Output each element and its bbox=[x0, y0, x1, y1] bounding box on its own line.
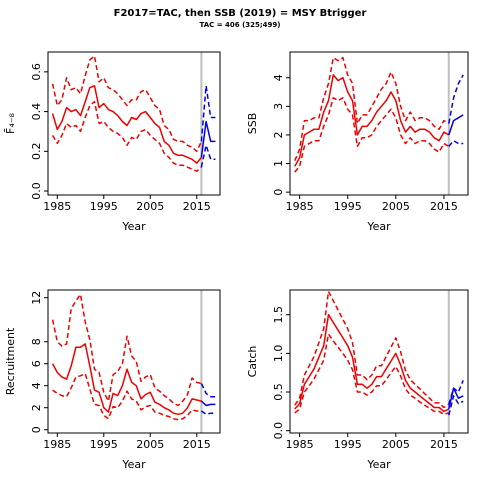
lower-bound-line bbox=[294, 97, 450, 173]
y-tick-label: 0.6 bbox=[30, 63, 43, 81]
y-tick-label: 4 bbox=[30, 382, 43, 389]
x-axis-label: Year bbox=[366, 458, 391, 471]
upper-bound-line bbox=[51, 55, 203, 153]
x-tick-label: 2005 bbox=[136, 200, 164, 213]
y-tick-label: 2 bbox=[272, 131, 285, 138]
x-tick-label: 1985 bbox=[43, 438, 71, 451]
figure-subtitle: TAC = 406 (325;499) bbox=[199, 21, 281, 29]
x-tick-label: 2015 bbox=[183, 438, 211, 451]
y-tick-label: 2 bbox=[30, 404, 43, 411]
projection-lower-line bbox=[200, 410, 216, 416]
y-tick-label: 0.5 bbox=[272, 383, 285, 401]
x-axis-label: Year bbox=[121, 220, 146, 233]
x-tick-label: 2005 bbox=[382, 200, 410, 213]
y-tick-label: 0 bbox=[272, 189, 285, 196]
y-tick-label: 3 bbox=[272, 103, 285, 110]
x-tick-label: 1985 bbox=[286, 200, 314, 213]
upper-bound-line bbox=[51, 293, 202, 407]
median-line bbox=[51, 85, 202, 164]
projection-upper-line bbox=[448, 74, 464, 124]
median-line bbox=[294, 313, 450, 413]
projection-upper-line bbox=[200, 85, 216, 142]
y-tick-label: 0.2 bbox=[30, 143, 43, 161]
x-tick-label: 1985 bbox=[286, 438, 314, 451]
y-tick-label: 12 bbox=[30, 291, 43, 305]
y-axis-label: Catch bbox=[246, 346, 259, 378]
lower-bound-line bbox=[51, 100, 202, 172]
x-tick-label: 1995 bbox=[334, 438, 362, 451]
x-tick-label: 1985 bbox=[43, 200, 71, 213]
upper-bound-line bbox=[294, 290, 450, 409]
y-tick-label: 0 bbox=[30, 426, 43, 433]
projection-median-line bbox=[448, 387, 464, 410]
y-tick-label: 0.0 bbox=[30, 182, 43, 200]
y-tick-label: 1.5 bbox=[272, 306, 285, 324]
plot-frame bbox=[289, 289, 469, 434]
projection-lower-line bbox=[448, 139, 464, 147]
median-line bbox=[294, 74, 450, 167]
lower-bound-line bbox=[294, 333, 450, 416]
projection-median-line bbox=[200, 400, 216, 407]
projection-median-line bbox=[200, 120, 216, 158]
upper-bound-line bbox=[294, 56, 450, 161]
y-tick-label: 8 bbox=[30, 338, 43, 345]
fbar-panel: 1985 1995 2005 2015 0.0 0.2 0.4 0.6 Year F̄₄₋₈ bbox=[4, 51, 221, 233]
lower-bound-line bbox=[52, 372, 202, 421]
x-tick-label: 1995 bbox=[334, 200, 362, 213]
ssb-panel: 1985 1995 2005 2015 0 1 2 3 4 Year SSB bbox=[246, 51, 469, 233]
plot-frame bbox=[47, 289, 221, 434]
projection-lower-line bbox=[448, 395, 464, 416]
x-tick-label: 2005 bbox=[382, 438, 410, 451]
y-axis-label: Recruitment bbox=[4, 327, 17, 395]
y-tick-label: 0.0 bbox=[272, 422, 285, 440]
plot-frame bbox=[289, 51, 469, 196]
recruitment-panel: 1985 1995 2005 2015 0 2 4 6 8 12 Year Recruitment bbox=[4, 289, 221, 471]
figure-header: F2017=TAC, then SSB (2019) = MSY Btrigge… bbox=[0, 8, 480, 30]
y-tick-label: 1.0 bbox=[272, 345, 285, 363]
projection-upper-line bbox=[200, 383, 216, 398]
catch-panel: 1985 1995 2005 2015 0.0 0.5 1.0 1.5 Year Catch bbox=[246, 289, 469, 471]
y-tick-label: 6 bbox=[30, 360, 43, 367]
projection-lower-line bbox=[200, 144, 216, 168]
median-line bbox=[51, 343, 202, 416]
x-tick-label: 2015 bbox=[430, 200, 458, 213]
x-axis-label: Year bbox=[121, 458, 146, 471]
x-tick-label: 2005 bbox=[136, 438, 164, 451]
y-tick-label: 4 bbox=[272, 74, 285, 81]
y-tick-label: 0.4 bbox=[30, 103, 43, 121]
projection-median-line bbox=[448, 114, 464, 136]
x-tick-label: 2015 bbox=[430, 438, 458, 451]
figure-title: F2017=TAC, then SSB (2019) = MSY Btrigge… bbox=[113, 8, 367, 19]
x-tick-label: 1995 bbox=[90, 438, 118, 451]
plot-frame bbox=[47, 51, 221, 196]
x-tick-label: 1995 bbox=[90, 200, 118, 213]
y-axis-label: SSB bbox=[246, 113, 259, 135]
y-axis-label: F̄₄₋₈ bbox=[4, 112, 17, 134]
x-tick-label: 2015 bbox=[183, 200, 211, 213]
x-axis-label: Year bbox=[366, 220, 391, 233]
y-tick-label: 1 bbox=[272, 160, 285, 167]
